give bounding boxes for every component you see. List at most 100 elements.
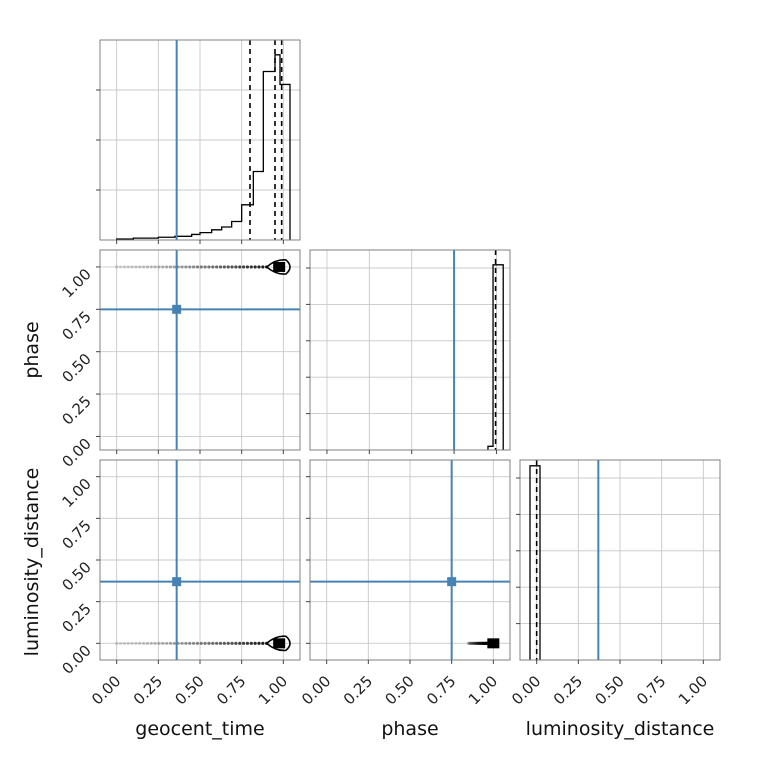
panel-phase-vs-luminosity-distance-sample-point (475, 641, 479, 645)
panel-phase-vs-luminosity-distance-sample-point (474, 641, 478, 645)
panel-geocent-time-vs-phase-sample-point (215, 265, 219, 269)
panel-geocent-time-vs-phase-sample-point (118, 265, 123, 269)
panel-geocent-time-vs-phase-truth-marker (172, 304, 182, 314)
panel-geocent-time-vs-phase-sample-point (238, 265, 242, 269)
panel-phase-vs-luminosity-distance-xtick-label: 0.25 (340, 672, 376, 708)
panel-geocent-time-vs-luminosity-distance-sample-point (234, 641, 238, 645)
panel-geocent-time-vs-luminosity-distance: 0.000.250.500.751.000.00 0.25 0.50 0.75 1.00 (58, 459, 301, 708)
panel-phase-vs-luminosity-distance-sample-point (476, 641, 480, 645)
panel-phase-vs-luminosity-distance-sample-point (468, 641, 473, 645)
hist-luminosity-distance-xtick-label: 1.00 (675, 672, 711, 708)
hist-phase (306, 249, 511, 454)
panel-phase-vs-luminosity-distance-sample-point (478, 641, 482, 645)
panel-geocent-time-vs-luminosity-distance-sample-point (203, 641, 207, 645)
panel-geocent-time-vs-phase-sample-point (218, 265, 223, 269)
panel-geocent-time-vs-luminosity-distance-ytick-label: 0.00 (58, 641, 94, 677)
panel-geocent-time-vs-luminosity-distance-sample-point (172, 641, 176, 645)
panel-geocent-time-vs-luminosity-distance-sample-point (184, 641, 188, 645)
panel-geocent-time-vs-luminosity-distance-xtick-label: 0.50 (171, 672, 207, 708)
panel-geocent-time-vs-luminosity-distance-sample-point (215, 641, 219, 645)
panel-geocent-time-vs-phase-sample-point (191, 265, 196, 269)
hist-luminosity-distance: 0.00 0.25 0.50 0.75 1.00 (508, 459, 721, 708)
panel-geocent-time-vs-phase-sample-point (134, 265, 138, 269)
panel-geocent-time-vs-phase-sample-point (195, 265, 200, 269)
panel-phase-vs-luminosity-distance: 0.00 0.25 0.50 0.75 1.00 (298, 459, 511, 708)
hist-phase-frame (309, 249, 511, 451)
panel-geocent-time-vs-phase-sample-point (184, 265, 188, 269)
panel-geocent-time-vs-luminosity-distance-xtick-label: 0.00 (88, 672, 124, 708)
panel-phase-vs-luminosity-distance-xtick-label: 1.00 (465, 672, 501, 708)
panel-phase-vs-luminosity-distance-sample-point (471, 641, 475, 645)
panel-geocent-time-vs-luminosity-distance-sample-point (195, 641, 200, 645)
panel-geocent-time-vs-luminosity-distance-sample-point (161, 641, 165, 645)
panel-geocent-time-vs-luminosity-distance-sample-point (207, 641, 211, 645)
hist-luminosity-distance-xtick-label: 0.75 (633, 672, 669, 708)
hist-geocent-time-step (116, 54, 291, 240)
panel-geocent-time-vs-phase-sample-point (261, 265, 265, 269)
panel-geocent-time-vs-phase-sample-point (145, 265, 150, 269)
panel-geocent-time-vs-phase-ytick-label: 0.25 (58, 392, 94, 428)
panel-geocent-time-vs-luminosity-distance-xtick-label: 0.75 (213, 672, 249, 708)
panel-geocent-time-vs-luminosity-distance-sample-point (165, 641, 169, 645)
panel-geocent-time-vs-luminosity-distance-sample-point (245, 641, 250, 645)
xlabel-phase: phase (381, 718, 438, 740)
panel-phase-vs-luminosity-distance-sample-point (470, 641, 474, 645)
panel-geocent-time-vs-phase-sample-point (122, 265, 126, 269)
panel-geocent-time-vs-phase-sample-point (149, 265, 153, 269)
panel-geocent-time-vs-phase: 0.00 0.25 0.50 0.75 1.00 (58, 249, 301, 471)
panel-geocent-time-vs-luminosity-distance-sample-point (226, 641, 230, 645)
panel-geocent-time-vs-luminosity-distance-sample-point (230, 641, 234, 645)
panel-geocent-time-vs-luminosity-distance-sample-point (211, 641, 215, 645)
panel-geocent-time-vs-phase-sample-point (130, 265, 134, 269)
panel-phase-vs-luminosity-distance-sample-point (472, 641, 477, 645)
panel-geocent-time-vs-phase-sample-point (153, 265, 157, 269)
panel-geocent-time-vs-luminosity-distance-sample-point (241, 641, 246, 645)
panel-geocent-time-vs-luminosity-distance-ytick-label: 0.75 (58, 516, 94, 552)
panel-geocent-time-vs-luminosity-distance-sample-point (257, 641, 261, 645)
panel-phase-vs-luminosity-distance-xtick-label: 0.50 (381, 672, 417, 708)
ylabel-phase: phase (21, 321, 43, 378)
panel-geocent-time-vs-phase-sample-point (211, 265, 215, 269)
hist-phase-step (487, 264, 504, 450)
panel-geocent-time-vs-phase-sample-point (161, 265, 165, 269)
panel-geocent-time-vs-phase-sample-point (253, 265, 257, 269)
panel-geocent-time-vs-luminosity-distance-sample-point (253, 641, 257, 645)
panel-phase-vs-luminosity-distance-xtick-label: 0.75 (423, 672, 459, 708)
hist-luminosity-distance-xtick-label: 0.00 (508, 672, 544, 708)
panel-geocent-time-vs-phase-sample-point (141, 265, 146, 269)
panel-geocent-time-vs-luminosity-distance-sample-point (261, 641, 265, 645)
panel-geocent-time-vs-phase-sample-point (203, 265, 207, 269)
panel-geocent-time-vs-luminosity-distance-sample-point (122, 641, 126, 645)
panel-geocent-time-vs-luminosity-distance-sample-point (222, 641, 226, 645)
panel-geocent-time-vs-phase-ytick-label: 1.00 (58, 265, 94, 301)
panel-phase-vs-luminosity-distance-sample-point (473, 641, 478, 645)
panel-geocent-time-vs-luminosity-distance-sample-point (115, 641, 119, 645)
hist-luminosity-distance-step (529, 465, 541, 660)
panel-geocent-time-vs-luminosity-distance-sample-point (249, 641, 253, 645)
hist-luminosity-distance-xtick-label: 0.25 (550, 672, 586, 708)
panel-phase-vs-luminosity-distance-sample-point (466, 641, 470, 645)
panel-phase-vs-luminosity-distance-sample-point (476, 641, 480, 645)
panel-phase-vs-luminosity-distance-sample-point (472, 641, 476, 645)
panel-geocent-time-vs-phase-sample-point (234, 265, 238, 269)
xlabel-luminosity-distance: luminosity_distance (526, 718, 715, 740)
panel-phase-vs-luminosity-distance-sample-point (471, 641, 475, 645)
panel-phase-vs-luminosity-distance-sample-point (470, 641, 474, 645)
panel-phase-vs-luminosity-distance-sample-point (475, 641, 479, 645)
panel-geocent-time-vs-phase-sample-point (245, 265, 250, 269)
panel-geocent-time-vs-luminosity-distance-xtick-label: 1.00 (255, 672, 291, 708)
panel-geocent-time-vs-phase-sample-point (115, 265, 119, 269)
panel-phase-vs-luminosity-distance-sample-point (467, 641, 471, 645)
panel-geocent-time-vs-phase-contour (265, 259, 291, 275)
panel-geocent-time-vs-luminosity-distance-sample-point (168, 641, 173, 645)
panel-geocent-time-vs-luminosity-distance-sample-point (118, 641, 123, 645)
panel-geocent-time-vs-phase-sample-point (257, 265, 261, 269)
panel-geocent-time-vs-luminosity-distance-sample-point (191, 641, 196, 645)
panel-geocent-time-vs-phase-ytick-label: 0.50 (58, 350, 94, 386)
ylabel-luminosity-distance: luminosity_distance (21, 468, 43, 657)
panel-geocent-time-vs-luminosity-distance-sample-point (157, 641, 161, 645)
panel-geocent-time-vs-phase-sample-point (126, 265, 130, 269)
panel-geocent-time-vs-phase-sample-point (207, 265, 211, 269)
panel-geocent-time-vs-luminosity-distance-sample-point (130, 641, 134, 645)
panel-geocent-time-vs-phase-sample-point (249, 265, 253, 269)
